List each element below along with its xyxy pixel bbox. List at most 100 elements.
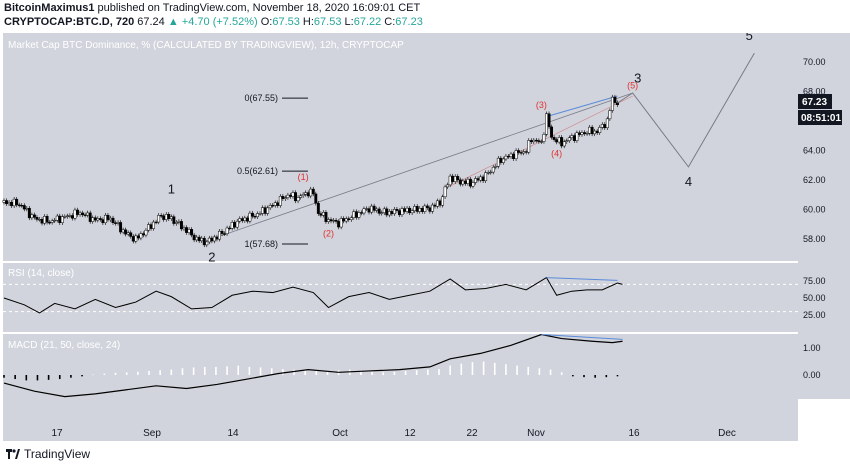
candle-body <box>446 184 450 188</box>
price-tick-label: 60.00 <box>803 205 826 215</box>
candle-body <box>489 171 493 174</box>
price-pane[interactable] <box>3 33 798 261</box>
candle-body <box>481 176 485 182</box>
candle-body <box>392 209 396 215</box>
candle-body <box>524 151 528 153</box>
macd-histogram-bar <box>572 375 574 377</box>
candle-body <box>603 124 607 129</box>
footer-brand: TradingView <box>24 447 91 461</box>
candle-body <box>164 214 168 220</box>
candle-body <box>474 178 477 183</box>
candle-body <box>494 166 498 168</box>
last-price-tag: 67.23 08:51:01 <box>798 94 842 125</box>
candle-body <box>289 194 292 197</box>
price-change: ▲ +4.70 (+7.52%) <box>167 16 258 28</box>
macd-histogram-bar <box>371 371 373 375</box>
candle-body <box>352 211 356 218</box>
macd-histogram-bar <box>14 375 16 380</box>
macd-histogram-bar <box>36 375 39 381</box>
candle-body <box>230 222 234 229</box>
candle-body <box>192 234 196 241</box>
wave-projection-path <box>617 52 755 168</box>
publish-line: BitcoinMaximus1 published on TradingView… <box>4 2 420 14</box>
candle-body <box>185 227 188 233</box>
macd-histogram-bar <box>114 372 117 375</box>
minor-wave-label: (5) <box>627 81 638 91</box>
candle-body <box>167 214 171 219</box>
time-axis[interactable] <box>3 399 798 441</box>
time-tick-label: 14 <box>227 428 239 439</box>
macd-histogram-bar <box>304 370 306 375</box>
candle-body <box>433 204 437 207</box>
candle-body <box>550 126 554 138</box>
candle-body <box>32 214 36 218</box>
macd-histogram-bar <box>594 375 596 378</box>
macd-histogram-bar <box>460 363 463 375</box>
macd-histogram-bar <box>616 375 619 377</box>
minor-wave-label: (2) <box>323 228 334 238</box>
low-value: 67.22 <box>353 16 382 28</box>
candle-body <box>329 219 333 222</box>
candle-body <box>334 219 338 222</box>
candle-body <box>228 227 232 230</box>
candle-body <box>304 192 308 195</box>
candle-body <box>45 216 49 223</box>
macd-divergence-line <box>541 334 623 340</box>
chart-title: Market Cap BTC Dominance, % (CALCULATED … <box>8 40 404 51</box>
candle-body <box>141 233 145 236</box>
candle-body <box>15 198 19 206</box>
candle-body <box>134 235 138 242</box>
time-tick-label: Dec <box>718 428 736 439</box>
candle-body <box>78 212 82 215</box>
tradingview-logo-icon <box>6 449 20 459</box>
fib-level-label: 0.5(62.61) <box>237 166 278 176</box>
candle-body <box>296 197 300 202</box>
candle-body <box>463 180 467 184</box>
candle-body <box>268 205 272 209</box>
candle-body <box>124 229 128 235</box>
candle-body <box>129 232 133 237</box>
last-price: 67.24 <box>137 16 165 28</box>
candle-body <box>200 237 204 242</box>
candle-body <box>517 150 521 153</box>
candle-body <box>119 222 123 233</box>
candle-body <box>273 202 277 206</box>
candle-body <box>484 172 488 182</box>
macd-histogram-bar <box>125 372 128 375</box>
candle-body <box>139 233 143 239</box>
candle-body <box>560 137 564 147</box>
candle-body <box>93 217 97 221</box>
macd-histogram-bar <box>92 374 95 376</box>
candle-body <box>17 204 21 206</box>
candle-body <box>96 218 100 221</box>
macd-histogram-bar <box>549 369 552 375</box>
candle-body <box>418 208 422 212</box>
candle-body <box>428 207 432 212</box>
candle-body <box>476 178 480 181</box>
candle-body <box>436 200 439 207</box>
rsi-tick-label: 50.00 <box>803 293 826 303</box>
macd-pane[interactable] <box>3 334 798 399</box>
candle-body <box>552 137 556 140</box>
author-name[interactable]: BitcoinMaximus1 <box>4 2 95 14</box>
macd-histogram-bar <box>181 368 184 375</box>
price-tick-label: 68.00 <box>803 87 826 97</box>
candle-body <box>238 218 242 222</box>
major-wave-label: 1 <box>168 181 175 196</box>
candle-body <box>512 153 515 159</box>
candle-body <box>38 219 41 221</box>
time-tick-label: Oct <box>332 428 348 439</box>
time-tick-label: 16 <box>628 428 640 439</box>
candle-body <box>98 218 102 220</box>
candle-body <box>235 220 239 228</box>
candle-body <box>529 140 533 143</box>
chart-area[interactable]: Market Cap BTC Dominance, % (CALCULATED … <box>0 33 850 443</box>
candle-body <box>283 197 287 200</box>
rsi-line <box>3 276 623 314</box>
candle-body <box>83 214 87 216</box>
time-tick-label: 12 <box>404 428 416 439</box>
candle-body <box>387 211 391 216</box>
candle-body <box>187 229 191 233</box>
candle-body <box>223 233 226 235</box>
candle-body <box>453 176 457 182</box>
